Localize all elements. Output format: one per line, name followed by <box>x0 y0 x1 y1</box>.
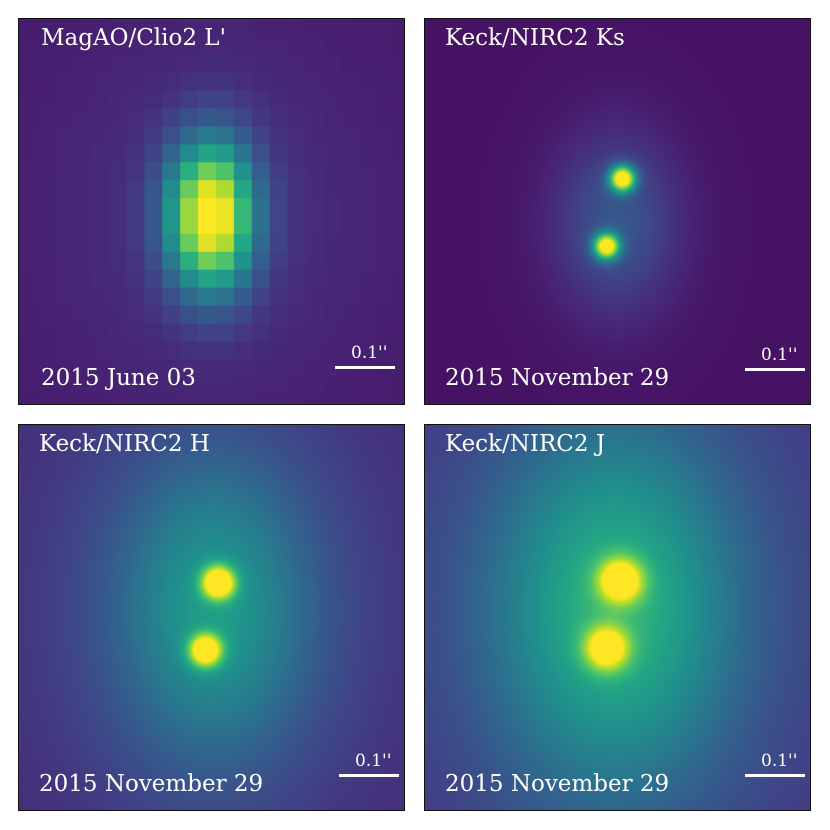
image-j <box>425 425 810 810</box>
image-lprime <box>19 19 404 404</box>
observation-date: 2015 November 29 <box>445 365 670 391</box>
observation-date: 2015 November 29 <box>445 771 670 797</box>
panel-title: Keck/NIRC2 Ks <box>445 25 625 51</box>
panel-j: Keck/NIRC2 J 2015 November 29 0.1'' <box>424 424 811 811</box>
image-ks <box>425 19 810 404</box>
panel-ks: Keck/NIRC2 Ks 2015 November 29 0.1'' <box>424 18 811 405</box>
scale-bar-label: 0.1'' <box>761 345 798 365</box>
scale-bar <box>339 774 399 777</box>
observation-date: 2015 November 29 <box>39 771 264 797</box>
panel-lprime: MagAO/Clio2 L' 2015 June 03 0.1'' <box>18 18 405 405</box>
scale-bar <box>745 368 805 371</box>
scale-bar <box>335 366 395 369</box>
observation-date: 2015 June 03 <box>41 365 196 391</box>
panel-title: MagAO/Clio2 L' <box>41 25 226 51</box>
scale-bar-label: 0.1'' <box>761 751 798 771</box>
panel-title: Keck/NIRC2 H <box>39 431 210 457</box>
image-h <box>19 425 404 810</box>
panel-title: Keck/NIRC2 J <box>445 431 606 457</box>
scale-bar-label: 0.1'' <box>351 343 388 363</box>
scale-bar-label: 0.1'' <box>355 751 392 771</box>
scale-bar <box>745 774 805 777</box>
panel-h: Keck/NIRC2 H 2015 November 29 0.1'' <box>18 424 405 811</box>
